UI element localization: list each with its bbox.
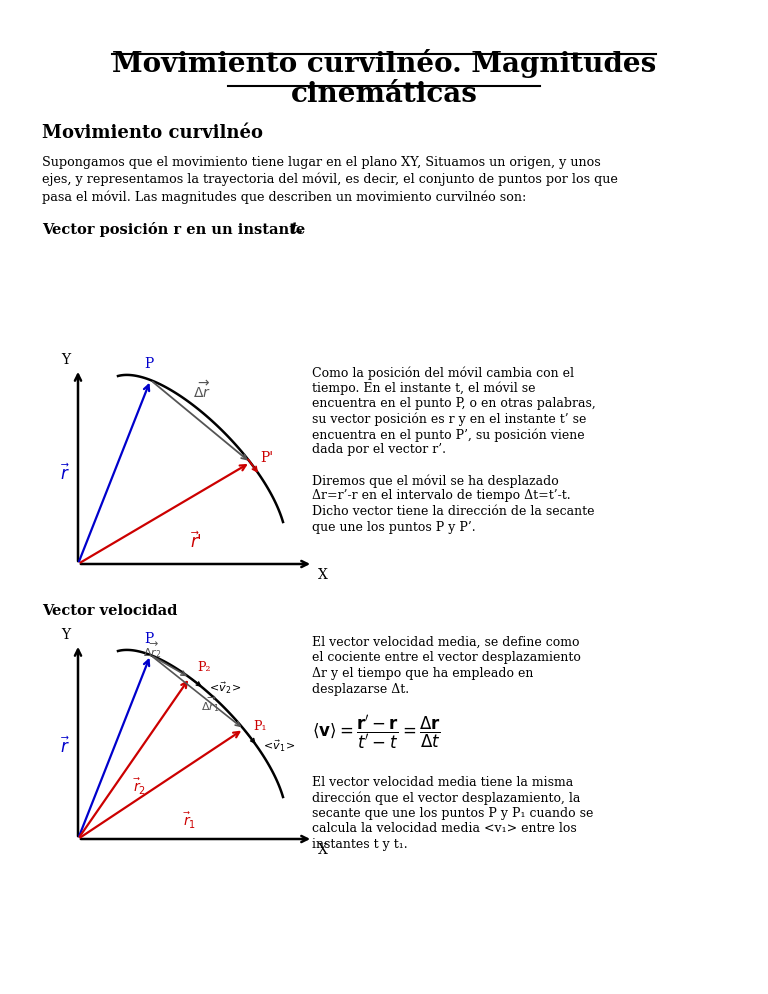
Text: $\vec{r}$': $\vec{r}$' <box>190 532 202 553</box>
Text: El vector velocidad media tiene la misma: El vector velocidad media tiene la misma <box>312 776 573 789</box>
Text: $<\!\vec{v}_2\!>$: $<\!\vec{v}_2\!>$ <box>207 681 241 697</box>
Text: encuentra en el punto P, o en otras palabras,: encuentra en el punto P, o en otras pala… <box>312 397 596 410</box>
Text: Diremos que el móvil se ha desplazado: Diremos que el móvil se ha desplazado <box>312 474 559 487</box>
Text: P: P <box>144 357 153 371</box>
Text: que une los puntos P y P’.: que une los puntos P y P’. <box>312 521 475 534</box>
Text: $\vec{r}$: $\vec{r}$ <box>60 464 70 484</box>
Text: Dicho vector tiene la dirección de la secante: Dicho vector tiene la dirección de la se… <box>312 505 594 518</box>
Text: encuentra en el punto P’, su posición viene: encuentra en el punto P’, su posición vi… <box>312 428 584 441</box>
Text: P: P <box>144 632 153 646</box>
Text: X: X <box>318 568 328 582</box>
Text: secante que une los puntos P y P₁ cuando se: secante que une los puntos P y P₁ cuando… <box>312 807 594 820</box>
Text: El vector velocidad media, se define como: El vector velocidad media, se define com… <box>312 636 580 649</box>
Text: el cociente entre el vector desplazamiento: el cociente entre el vector desplazamien… <box>312 651 581 665</box>
Text: ejes, y representamos la trayectoria del móvil, es decir, el conjunto de puntos : ejes, y representamos la trayectoria del… <box>42 173 618 187</box>
Text: Como la posición del móvil cambia con el: Como la posición del móvil cambia con el <box>312 366 574 380</box>
Text: pasa el móvil. Las magnitudes que describen un movimiento curvilnéo son:: pasa el móvil. Las magnitudes que descri… <box>42 190 526 204</box>
Text: $\vec{r}_1$: $\vec{r}_1$ <box>184 811 197 831</box>
Text: X: X <box>318 843 328 857</box>
Text: $\overrightarrow{\Delta r_1}$: $\overrightarrow{\Delta r_1}$ <box>201 694 220 714</box>
Text: Movimiento curvilnéo. Magnitudes: Movimiento curvilnéo. Magnitudes <box>112 49 656 78</box>
Text: desplazarse Δt.: desplazarse Δt. <box>312 683 409 696</box>
Text: $\vec{r}_2$: $\vec{r}_2$ <box>134 777 147 797</box>
Text: tiempo. En el instante t, el móvil se: tiempo. En el instante t, el móvil se <box>312 382 535 395</box>
Text: P': P' <box>260 451 273 465</box>
Text: Y: Y <box>61 353 71 367</box>
Text: $\overrightarrow{\Delta r}$: $\overrightarrow{\Delta r}$ <box>194 380 211 402</box>
Text: Supongamos que el movimiento tiene lugar en el plano XY, Situamos un origen, y u: Supongamos que el movimiento tiene lugar… <box>42 156 601 169</box>
Text: P₂: P₂ <box>198 661 211 674</box>
Text: Movimiento curvilnéo: Movimiento curvilnéo <box>42 124 263 142</box>
Text: Vector posición r en un instante: Vector posición r en un instante <box>42 222 310 237</box>
Text: dada por el vector r’.: dada por el vector r’. <box>312 443 446 456</box>
Text: su vector posición es r y en el instante t’ se: su vector posición es r y en el instante… <box>312 413 587 426</box>
Text: Δr=r’-r en el intervalo de tiempo Δt=t’-t.: Δr=r’-r en el intervalo de tiempo Δt=t’-… <box>312 489 571 503</box>
Text: $\overrightarrow{\Delta r_2}$: $\overrightarrow{\Delta r_2}$ <box>143 640 161 660</box>
Text: Vector velocidad: Vector velocidad <box>42 604 177 618</box>
Text: .: . <box>298 222 303 236</box>
Text: $\vec{r}$: $\vec{r}$ <box>60 737 70 757</box>
Text: Y: Y <box>61 628 71 642</box>
Text: $\langle \mathbf{v} \rangle = \dfrac{\mathbf{r'} - \mathbf{r}}{t' - t} = \dfrac{: $\langle \mathbf{v} \rangle = \dfrac{\ma… <box>312 714 441 752</box>
Text: Δr y el tiempo que ha empleado en: Δr y el tiempo que ha empleado en <box>312 667 533 680</box>
Text: instantes t y t₁.: instantes t y t₁. <box>312 838 408 851</box>
Text: cinemáticas: cinemáticas <box>290 81 478 108</box>
Text: P₁: P₁ <box>253 720 267 733</box>
Text: calcula la velocidad media <v₁> entre los: calcula la velocidad media <v₁> entre lo… <box>312 822 577 836</box>
Text: dirección que el vector desplazamiento, la: dirección que el vector desplazamiento, … <box>312 791 581 805</box>
Text: $<\!\vec{v}_1\!>$: $<\!\vec{v}_1\!>$ <box>261 739 296 754</box>
Text: t: t <box>290 222 296 236</box>
